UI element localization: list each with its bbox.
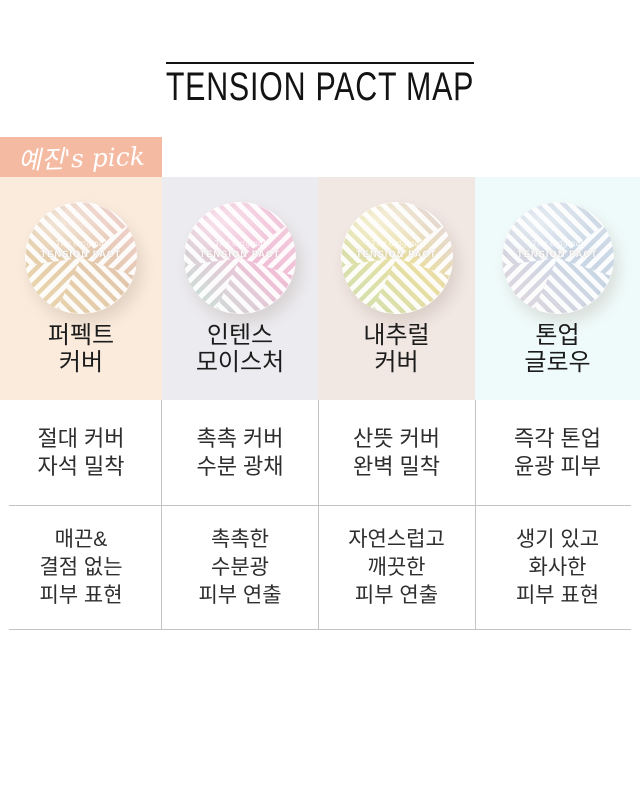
compact-script-text: The Original	[532, 239, 583, 248]
feature-table: 절대 커버 자석 밀착 촉촉 커버 수분 광채 산뜻 커버 완벽 밀착 즉각 톤…	[0, 400, 640, 630]
compact-sheen	[184, 202, 296, 314]
compact-label: The Original TENSION PACT	[502, 239, 614, 261]
product-grid: The Original TENSION PACT 퍼펙트 커버 The Ori…	[0, 177, 640, 400]
product-card-perfect-cover: The Original TENSION PACT 퍼펙트 커버	[0, 177, 162, 400]
compact-brand-text: TENSION PACT	[517, 249, 598, 259]
table-vertical-divider	[161, 400, 162, 630]
compact-sheen	[501, 202, 614, 314]
compact-brand-text: TENSION PACT	[199, 249, 281, 259]
table-vertical-divider	[318, 400, 319, 630]
compact-script-text: The Original	[214, 239, 266, 248]
compact-sheen	[340, 202, 453, 314]
product-card-natural-cover: The Original TENSION PACT 내추럴 커버	[318, 177, 475, 400]
compact-product-image: The Original TENSION PACT	[501, 202, 614, 314]
compact-brand-text: TENSION PACT	[40, 249, 122, 259]
compact-product-image: The Original TENSION PACT	[184, 202, 296, 314]
compact-sheen	[25, 202, 137, 314]
page-title: TENSION PACT MAP	[165, 65, 475, 109]
compact-label: The Original TENSION PACT	[341, 239, 453, 261]
product-name-intense-moisture: 인텐스 모이스처	[195, 322, 285, 376]
compact-script-text: The Original	[371, 239, 422, 248]
table-vertical-divider	[475, 400, 476, 630]
compact-script-text: The Original	[55, 239, 107, 248]
picker-badge: 예진's pick	[0, 137, 162, 177]
product-name-natural-cover: 내추럴 커버	[363, 322, 430, 376]
feature-cell-intense-moisture-row2: 촉촉한 수분광 피부 연출	[198, 527, 282, 607]
product-card-intense-moisture: The Original TENSION PACT 인텐스 모이스처	[162, 177, 318, 400]
picker-badge-label: 예진's pick	[17, 141, 145, 176]
feature-cell-natural-cover-row1: 산뜻 커버 완벽 밀착	[352, 425, 441, 479]
feature-row-2: 매끈& 결점 없는 피부 표현 촉촉한 수분광 피부 연출 자연스럽고 깨끗한 …	[0, 505, 640, 630]
table-horizontal-divider	[9, 629, 631, 630]
compact-product-image: The Original TENSION PACT	[340, 202, 453, 314]
compact-product-image: The Original TENSION PACT	[25, 202, 137, 314]
feature-cell-natural-cover-row2: 자연스럽고 깨끗한 피부 연출	[348, 527, 445, 607]
feature-cell-intense-moisture-row1: 촉촉 커버 수분 광채	[196, 425, 284, 479]
compact-label: The Original TENSION PACT	[184, 239, 296, 261]
table-horizontal-divider	[9, 505, 631, 506]
compact-label: The Original TENSION PACT	[25, 239, 137, 261]
product-name-tone-up-glow: 톤업 글로우	[524, 322, 591, 376]
feature-row-1: 절대 커버 자석 밀착 촉촉 커버 수분 광채 산뜻 커버 완벽 밀착 즉각 톤…	[0, 400, 640, 505]
feature-cell-perfect-cover-row2: 매끈& 결점 없는 피부 표현	[39, 527, 123, 607]
feature-cell-tone-up-glow-row2: 생기 있고 화사한 피부 표현	[515, 527, 600, 607]
product-card-tone-up-glow: The Original TENSION PACT 톤업 글로우	[475, 177, 640, 400]
product-name-perfect-cover: 퍼펙트 커버	[47, 322, 115, 376]
feature-cell-perfect-cover-row1: 절대 커버 자석 밀착	[37, 425, 125, 479]
compact-brand-text: TENSION PACT	[356, 249, 437, 259]
feature-cell-tone-up-glow-row1: 즉각 톤업 윤광 피부	[513, 425, 602, 479]
title-overline	[166, 62, 474, 64]
